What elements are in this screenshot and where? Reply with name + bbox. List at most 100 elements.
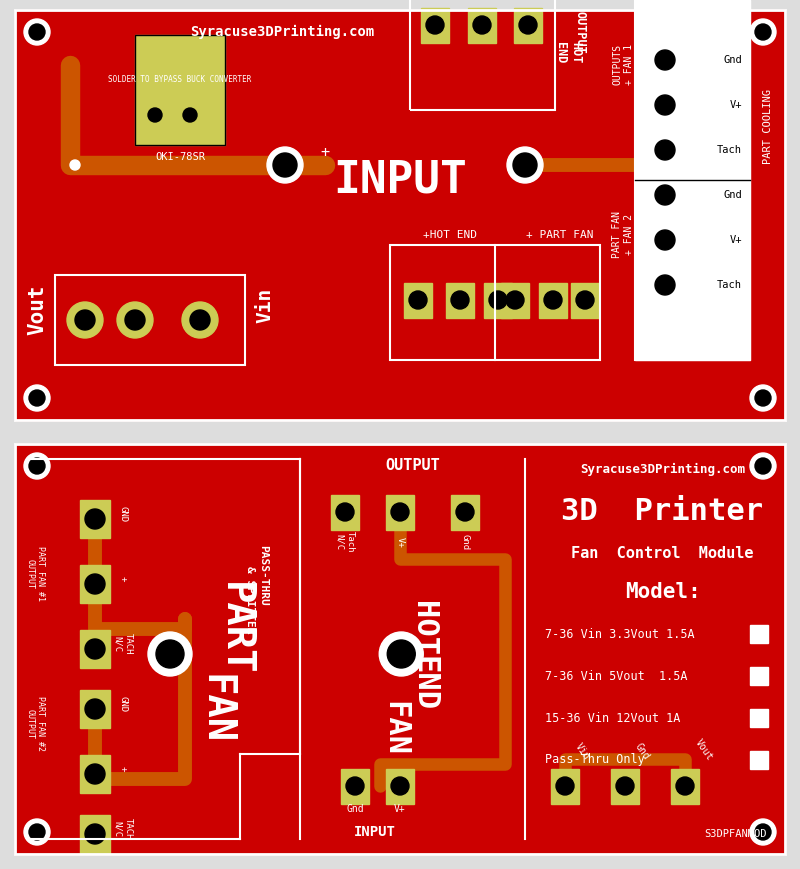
Bar: [635, 0, 750, 360]
Bar: [331, 494, 359, 529]
Circle shape: [391, 503, 409, 521]
Text: OUTPUT: OUTPUT: [574, 11, 586, 54]
Circle shape: [85, 824, 105, 844]
Bar: [501, 282, 529, 317]
Circle shape: [409, 291, 427, 309]
Circle shape: [67, 302, 103, 338]
Text: Model:: Model:: [625, 582, 700, 602]
Text: FAN: FAN: [196, 674, 234, 744]
Circle shape: [451, 291, 469, 309]
Bar: [446, 282, 474, 317]
Circle shape: [85, 764, 105, 784]
Circle shape: [655, 275, 675, 295]
Bar: [635, 0, 750, 360]
Circle shape: [489, 291, 507, 309]
Text: V+: V+: [730, 235, 742, 245]
Bar: [468, 8, 496, 43]
Circle shape: [755, 24, 771, 40]
Bar: [571, 282, 599, 317]
Bar: [15, 444, 785, 854]
Circle shape: [85, 509, 105, 529]
Text: Pass-Thru Only: Pass-Thru Only: [545, 753, 694, 766]
Text: END: END: [410, 656, 438, 712]
Text: FAN: FAN: [380, 701, 409, 757]
Circle shape: [456, 503, 474, 521]
Text: +: +: [118, 576, 127, 581]
Circle shape: [346, 777, 364, 795]
Text: INPUT: INPUT: [354, 825, 396, 839]
Bar: [15, 10, 785, 420]
Circle shape: [24, 453, 50, 479]
Text: +: +: [321, 144, 330, 160]
Bar: [539, 282, 567, 317]
Circle shape: [379, 632, 423, 676]
Bar: [180, 55, 200, 130]
Text: 7-36 Vin 5Vout  1.5A: 7-36 Vin 5Vout 1.5A: [545, 669, 687, 682]
Text: INPUT: INPUT: [333, 158, 467, 202]
Circle shape: [125, 310, 145, 330]
Text: SOLDER TO BYPASS BUCK CONVERTER: SOLDER TO BYPASS BUCK CONVERTER: [108, 76, 252, 84]
Text: 3D  Printer: 3D Printer: [562, 497, 763, 527]
Text: Syracuse3DPrinting.com: Syracuse3DPrinting.com: [190, 25, 374, 39]
Bar: [514, 8, 542, 43]
Text: +HOT END: +HOT END: [423, 230, 477, 240]
Circle shape: [755, 824, 771, 840]
Text: +: +: [118, 766, 127, 772]
Text: & SPLITTER: & SPLITTER: [245, 566, 255, 634]
Text: PART COOLING: PART COOLING: [763, 89, 773, 163]
Circle shape: [426, 16, 444, 34]
Text: Tach
N/C: Tach N/C: [335, 531, 354, 553]
Text: Tach: Tach: [717, 280, 742, 290]
Circle shape: [29, 458, 45, 474]
Bar: [80, 500, 110, 538]
Bar: [15, 10, 785, 420]
Circle shape: [148, 108, 162, 122]
Bar: [421, 8, 449, 43]
Text: Vin: Vin: [255, 288, 274, 322]
Circle shape: [519, 16, 537, 34]
Circle shape: [156, 640, 184, 668]
Text: OUTPUT: OUTPUT: [385, 459, 440, 474]
Circle shape: [755, 458, 771, 474]
Text: Fan  Control  Module: Fan Control Module: [571, 547, 754, 561]
Text: Syracuse3DPrinting.com: Syracuse3DPrinting.com: [580, 462, 745, 475]
Bar: [386, 494, 414, 529]
Bar: [451, 494, 479, 529]
Circle shape: [182, 302, 218, 338]
Circle shape: [85, 699, 105, 719]
Circle shape: [29, 24, 45, 40]
Circle shape: [473, 16, 491, 34]
Bar: [80, 630, 110, 668]
Circle shape: [544, 291, 562, 309]
Bar: [135, 35, 225, 145]
Text: PART FAN
+ FAN 2: PART FAN + FAN 2: [612, 210, 634, 257]
Text: OKI-78SR: OKI-78SR: [155, 152, 205, 162]
Circle shape: [336, 503, 354, 521]
Text: Gnd: Gnd: [723, 55, 742, 65]
Circle shape: [655, 140, 675, 160]
Bar: [55, 275, 245, 365]
Circle shape: [750, 385, 776, 411]
Circle shape: [85, 574, 105, 594]
Bar: [671, 768, 699, 804]
Bar: [341, 768, 369, 804]
Text: HOT
END: HOT END: [554, 42, 582, 63]
Bar: [750, 667, 768, 685]
Text: PASS-THRU: PASS-THRU: [258, 545, 268, 606]
Circle shape: [391, 777, 409, 795]
Bar: [80, 815, 110, 853]
Circle shape: [24, 19, 50, 45]
Circle shape: [85, 639, 105, 659]
Bar: [750, 709, 768, 727]
Bar: [390, 245, 600, 360]
Text: 15-36 Vin 12Vout 1A: 15-36 Vin 12Vout 1A: [545, 712, 687, 725]
Text: GND: GND: [118, 506, 127, 522]
Text: TACH
N/C: TACH N/C: [114, 819, 133, 839]
Circle shape: [655, 230, 675, 250]
Circle shape: [387, 640, 415, 668]
Bar: [80, 755, 110, 793]
Text: Vout: Vout: [693, 737, 714, 762]
Text: OUTPUTS
+ FAN 1: OUTPUTS + FAN 1: [612, 44, 634, 85]
Text: + PART FAN: + PART FAN: [526, 230, 594, 240]
Circle shape: [273, 153, 297, 177]
